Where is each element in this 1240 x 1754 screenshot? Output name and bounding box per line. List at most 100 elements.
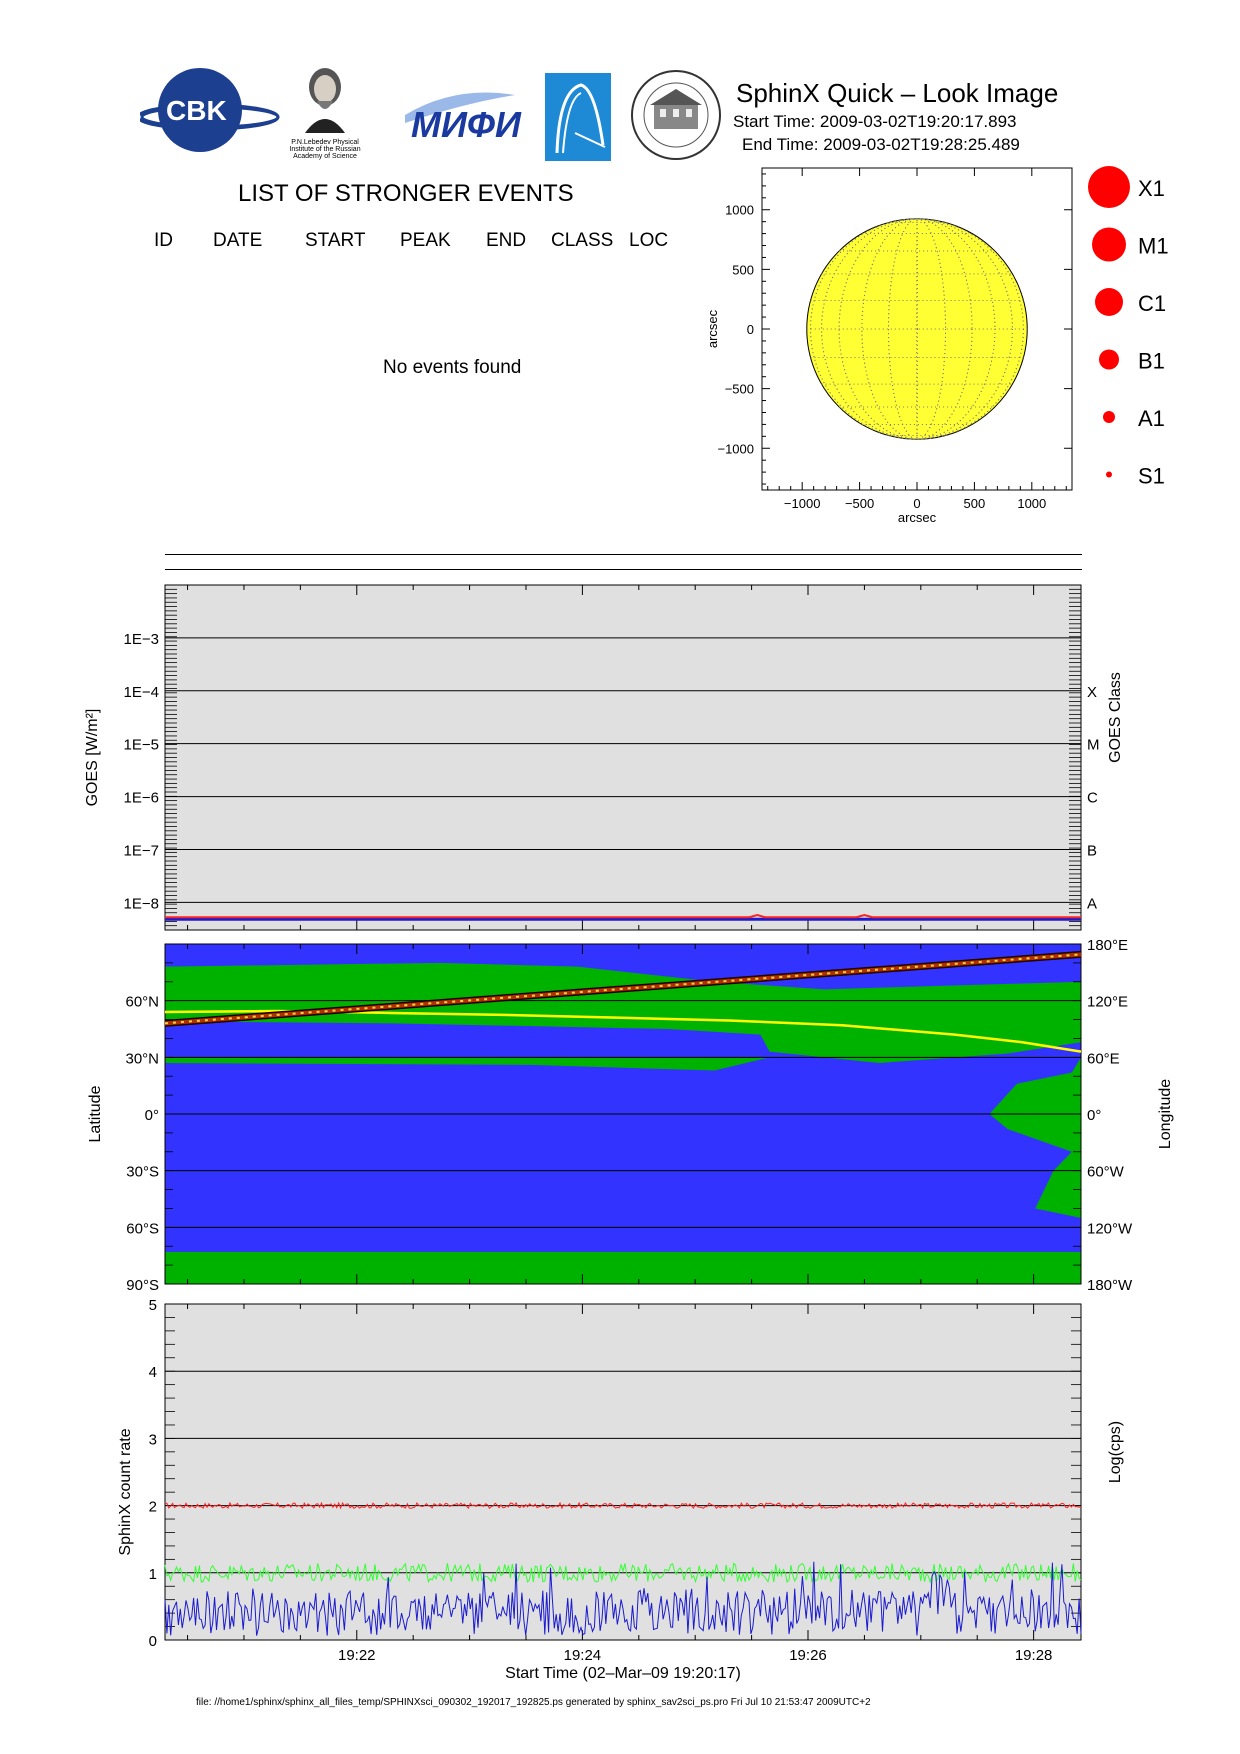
longitude-gridline <box>887 218 947 440</box>
land-mass-antarctica <box>165 1251 1081 1284</box>
lebedev-caption-2: Institute of the Russian <box>289 146 360 153</box>
log-cps-axis-label: Log(cps) <box>1107 1421 1124 1483</box>
longitude-axis-label: Longitude <box>1157 1079 1174 1149</box>
flare-class-label: M1 <box>1138 234 1169 259</box>
goes-y-tick-label: 1E−6 <box>124 790 159 807</box>
rate-series-green <box>164 1562 1082 1584</box>
longitude-gridline <box>838 218 996 440</box>
longitude-gridline <box>810 218 1024 440</box>
rate-series-blue <box>164 1561 1082 1636</box>
col-loc: LOC <box>629 230 669 251</box>
rate-y-tick-label: 4 <box>149 1364 157 1381</box>
mifi-logo: MИФИ <box>405 92 522 145</box>
rate-series-red <box>164 1501 1082 1510</box>
goes-class-label: X <box>1087 684 1097 701</box>
latitude-axis-label: Latitude <box>87 1085 104 1142</box>
x-tick-label: 1000 <box>1017 496 1046 511</box>
time-tick-label: 19:24 <box>564 1647 602 1664</box>
goes-panel <box>164 584 1082 931</box>
end-time: End Time: 2009-03-02T19:28:25.489 <box>742 135 1020 154</box>
flare-size-marker <box>1092 227 1126 262</box>
lebedev-logo: P.N.Lebedev Physical Institute of the Ru… <box>289 68 361 160</box>
x-tick-label: 500 <box>964 496 986 511</box>
flare-class-label: X1 <box>1138 176 1165 201</box>
y-axis-label: arcsec <box>705 309 720 348</box>
col-class: CLASS <box>551 230 614 251</box>
flare-size-marker <box>1088 166 1130 208</box>
longitude-tick-label: 0° <box>1087 1107 1101 1124</box>
longitude-tick-label: 60°W <box>1087 1164 1125 1181</box>
goes-class-label: M <box>1087 737 1100 754</box>
y-tick-label: −1000 <box>717 441 754 456</box>
land-mass-strip <box>165 1057 770 1071</box>
rate-y-axis-label: SphinX count rate <box>117 1428 134 1555</box>
mifi-logo-text: MИФИ <box>411 104 522 145</box>
no-events-message: No events found <box>383 357 522 378</box>
goes-y-tick-label: 1E−8 <box>124 895 159 912</box>
cbk-logo-text: CBK <box>166 95 227 126</box>
goes-y-tick-label: 1E−5 <box>124 737 159 754</box>
goes-class-axis-label: GOES Class <box>1107 672 1124 763</box>
flare-class-label: B1 <box>1138 349 1165 374</box>
longitude-tick-label: 120°W <box>1087 1220 1133 1237</box>
longitude-tick-label: 180°W <box>1087 1277 1133 1294</box>
flare-class-legend: X1 M1 C1 B1 A1 S1 <box>1088 166 1169 489</box>
separator-bottom <box>165 569 1082 570</box>
longitude-gridline <box>916 218 918 440</box>
goes-class-label: B <box>1087 842 1097 859</box>
col-date: DATE <box>213 230 263 251</box>
lebedev-caption-1: P.N.Lebedev Physical <box>291 139 359 146</box>
col-peak: PEAK <box>400 230 451 251</box>
y-tick-label: 0 <box>747 322 754 337</box>
footer-file-info: file: //home1/sphinx/sphinx_all_files_te… <box>196 1697 871 1708</box>
cbk-pan-logo: CBK PAN <box>140 68 280 152</box>
latitude-tick-label: 0° <box>145 1107 159 1124</box>
goes-y-tick-label: 1E−3 <box>124 631 159 648</box>
flare-class-label: S1 <box>1138 464 1165 489</box>
longitude-tick-label: 120°E <box>1087 994 1128 1011</box>
y-tick-label: 500 <box>732 262 754 277</box>
x-tick-label: 0 <box>913 496 920 511</box>
longitude-track-highlight <box>164 953 1082 1025</box>
col-start: START <box>305 230 366 251</box>
time-tick-label: 19:22 <box>338 1647 376 1664</box>
goes-y-axis-label: GOES [W/m²] <box>84 709 101 807</box>
events-title: LIST OF STRONGER EVENTS <box>238 180 574 207</box>
y-tick-label: −500 <box>725 382 754 397</box>
land-mass-north <box>165 962 1081 1063</box>
time-panels: 1E−8 1E−7 1E−6 1E−5 1E−4 1E−3 A B C M X GOES [W/m²]… <box>84 584 1174 1682</box>
page-title: SphinX Quick – Look Image <box>736 78 1059 108</box>
time-tick-label: 19:26 <box>789 1647 827 1664</box>
flare-size-marker <box>1095 288 1123 316</box>
latitude-tick-label: 90°S <box>126 1277 159 1294</box>
col-end: END <box>486 230 527 251</box>
latitude-tick-label: 60°N <box>125 994 159 1011</box>
x-tick-label: −1000 <box>784 496 821 511</box>
goes-class-label: C <box>1087 790 1098 807</box>
longitude-tick-label: 180°E <box>1087 937 1128 954</box>
flare-size-marker <box>1106 471 1112 478</box>
arc-logo <box>545 73 611 161</box>
goes-y-tick-label: 1E−4 <box>124 684 159 701</box>
time-tick-label: 19:28 <box>1015 1647 1053 1664</box>
cbk-logo-sub: PAN <box>246 98 262 107</box>
start-time: Start Time: 2009-03-02T19:20:17.893 <box>733 112 1017 131</box>
goes-class-label: A <box>1087 895 1097 912</box>
logo-strip: CBK PAN P.N.Lebedev Physical Institute o… <box>140 68 721 161</box>
rate-y-tick-label: 3 <box>149 1431 157 1448</box>
col-id: ID <box>154 230 173 251</box>
rate-panel <box>164 1303 1082 1641</box>
latitude-tick-label: 30°S <box>126 1164 159 1181</box>
x-axis-label: arcsec <box>898 510 937 525</box>
rate-y-tick-label: 5 <box>149 1297 157 1314</box>
lebedev-caption-3: Academy of Science <box>293 153 357 160</box>
goes-short-series <box>165 914 1081 919</box>
flare-class-label: A1 <box>1138 406 1165 431</box>
solar-disk-chart: −1000 −500 0 500 1000 −1000 −500 0 500 1000 arcsec… <box>705 167 1073 525</box>
latitude-tick-label: 60°S <box>126 1220 159 1237</box>
flare-size-marker <box>1103 411 1115 423</box>
longitude-gridline <box>821 218 1013 440</box>
flare-class-label: C1 <box>1138 291 1166 316</box>
rate-y-tick-label: 1 <box>149 1566 157 1583</box>
separator-top <box>165 554 1082 555</box>
